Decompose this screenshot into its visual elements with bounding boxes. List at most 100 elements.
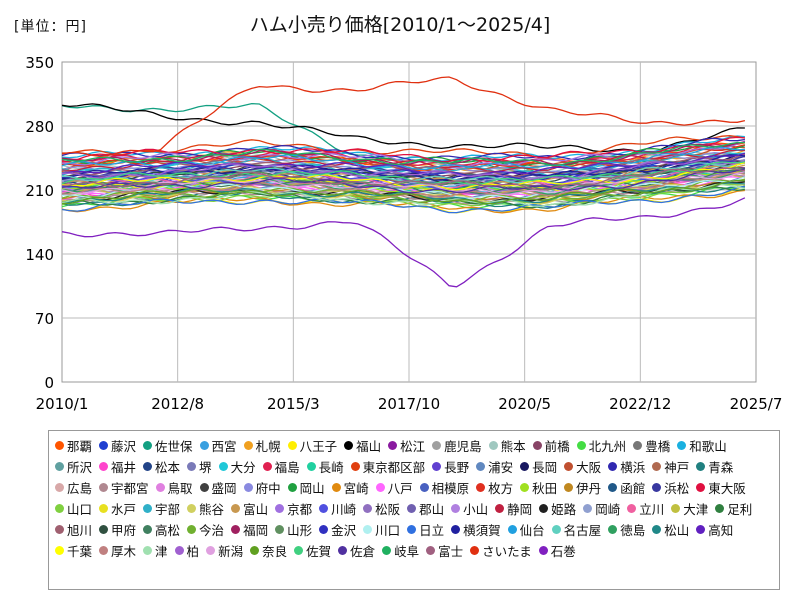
legend-marker	[432, 441, 442, 450]
legend-label: 京都	[287, 502, 313, 517]
legend-item: 石巻	[538, 540, 576, 561]
legend-marker	[696, 483, 706, 492]
legend-label: 宇部	[155, 502, 181, 517]
legend-label: 府中	[255, 481, 281, 496]
legend-item: 甲府	[99, 519, 136, 540]
legend-marker	[488, 441, 498, 450]
y-tick-label: 210	[25, 182, 54, 200]
series-line-東大阪	[61, 136, 745, 163]
legend-label: 伊丹	[576, 481, 602, 496]
legend-marker	[55, 546, 64, 555]
legend-marker	[287, 483, 297, 492]
legend-item: 鳥取	[155, 477, 193, 498]
legend-label: 高松	[155, 523, 181, 538]
legend-marker	[331, 483, 341, 492]
legend-marker	[407, 525, 417, 534]
legend-marker	[99, 504, 109, 513]
legend-item: 厚木	[99, 540, 136, 561]
legend-marker	[55, 441, 64, 450]
legend-label: 札幌	[255, 439, 281, 454]
legend-label: 北九州	[588, 439, 627, 454]
legend-label: 宮崎	[343, 481, 369, 496]
legend-marker	[696, 525, 706, 534]
legend-item: 八戸	[375, 477, 413, 498]
legend-marker	[174, 546, 184, 555]
legend-label: 厚木	[111, 544, 137, 559]
legend-item: 所沢	[55, 456, 92, 477]
legend-marker	[99, 441, 109, 450]
legend-label: さいたま	[482, 544, 532, 559]
legend-label: 広島	[67, 481, 93, 496]
line-chart: 0 70 140 210 280 350 2010/1 2012/8 2015/3 2017/1…	[25, 54, 782, 413]
legend-marker	[319, 525, 329, 534]
legend-label: 西宮	[211, 439, 237, 454]
legend-marker	[520, 462, 530, 471]
legend-label: 鳥取	[167, 481, 193, 496]
legend-item: 前橋	[532, 435, 570, 456]
legend-label: 青森	[708, 460, 734, 475]
legend-item: 徳島	[608, 519, 645, 540]
legend-label: 堺	[199, 460, 212, 475]
legend-item: 札幌	[243, 435, 281, 456]
legend-label: 佐賀	[306, 544, 332, 559]
legend-marker	[99, 525, 109, 534]
y-tick-labels: 0 70 140 210 280 350	[25, 54, 54, 392]
legend-marker	[218, 462, 228, 471]
legend-label: 福島	[274, 460, 300, 475]
legend-marker	[319, 504, 329, 513]
legend-label: 東京都区部	[362, 460, 426, 475]
legend-item: 相模原	[419, 477, 469, 498]
legend-item: 静岡	[495, 498, 532, 519]
legend-marker	[564, 462, 574, 471]
chart-title: ハム小売り価格[2010/1～2025/4]	[249, 14, 551, 36]
legend-marker	[608, 483, 618, 492]
legend-label: 松本	[155, 460, 181, 475]
legend-item: 松本	[143, 456, 180, 477]
legend-marker	[231, 525, 241, 534]
legend-item: 府中	[243, 477, 281, 498]
legend-marker	[451, 525, 461, 534]
legend-label: 郡山	[419, 502, 445, 517]
legend-marker	[143, 441, 153, 450]
legend-marker	[243, 483, 253, 492]
legend-item: 西宮	[199, 435, 237, 456]
legend-label: 大津	[683, 502, 709, 517]
y-tick-label: 0	[44, 374, 54, 392]
legend-marker	[363, 525, 373, 534]
legend-item: 秋田	[520, 477, 557, 498]
legend-marker	[306, 462, 316, 471]
legend-label: 前橋	[544, 439, 570, 454]
series-line-佐倉	[61, 167, 746, 194]
legend-label: 長崎	[318, 460, 344, 475]
legend-item: 横浜	[608, 456, 645, 477]
legend-item: 横須賀	[451, 519, 501, 540]
legend-item: 日立	[407, 519, 444, 540]
legend-item: さいたま	[470, 540, 532, 561]
legend-label: 熊本	[500, 439, 526, 454]
legend-item: 福山	[344, 435, 381, 456]
legend-item: 伊丹	[564, 477, 601, 498]
legend-label: 仙台	[519, 523, 545, 538]
legend-item: 金沢	[319, 519, 356, 540]
legend-item: 水戸	[99, 498, 136, 519]
legend-item: 富山	[231, 498, 268, 519]
legend-item: 山形	[275, 519, 312, 540]
legend-item: 旭川	[55, 519, 92, 540]
legend-label: 岐阜	[394, 544, 420, 559]
y-tick-label: 280	[25, 118, 54, 136]
legend-item: 足利	[715, 498, 752, 519]
legend-item: 今治	[187, 519, 224, 540]
legend-marker	[143, 462, 153, 471]
legend-marker	[199, 483, 209, 492]
legend-marker	[476, 462, 486, 471]
legend-label: 熊谷	[199, 502, 225, 517]
legend-label: 柏	[186, 544, 200, 559]
legend-label: 富山	[243, 502, 269, 517]
legend-item: 大阪	[564, 456, 601, 477]
legend-marker	[382, 546, 392, 555]
legend-marker	[262, 462, 272, 471]
legend-item: 松阪	[363, 498, 400, 519]
series-line-石巻	[61, 197, 746, 288]
legend-marker	[363, 504, 373, 513]
legend-marker	[275, 525, 285, 534]
